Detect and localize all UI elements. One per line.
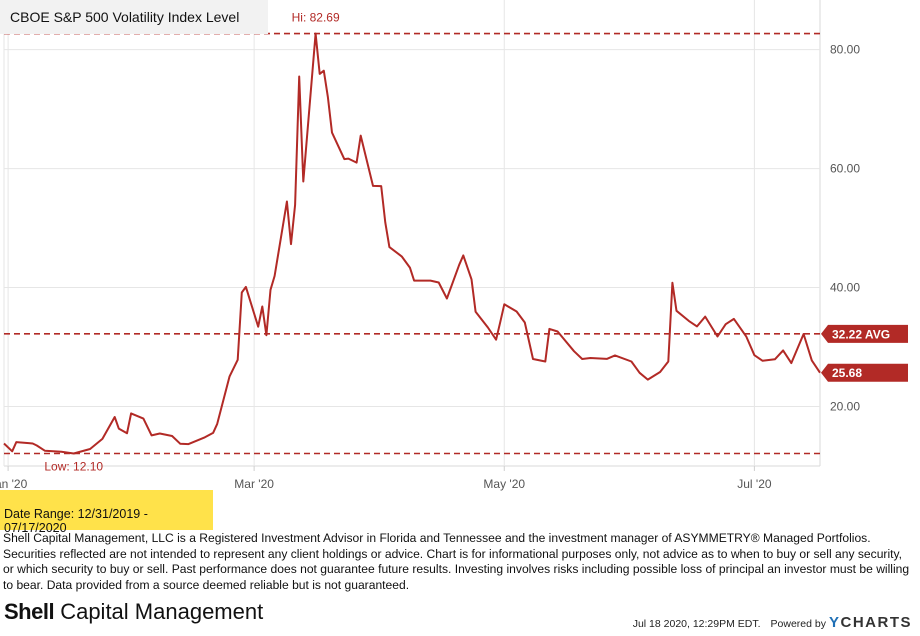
x-tick-label: Mar '20 <box>234 477 274 491</box>
footer-attribution: Jul 18 2020, 12:29PM EDT. Powered by YCHAR… <box>633 614 912 631</box>
brand-bold: Shell <box>4 599 55 624</box>
reference-lines <box>4 32 820 455</box>
ycharts-logo-y: Y <box>828 614 841 631</box>
x-tick-label: Jan '20 <box>0 477 28 491</box>
average-flag: 32.22 AVG <box>821 324 908 343</box>
last-value-flag-text: 25.68 <box>832 366 862 380</box>
average-flag-text: 32.22 AVG <box>832 327 890 341</box>
date-range-label: Date Range: 12/31/2019 - 07/17/2020 <box>0 490 213 535</box>
y-tick-label: 40.00 <box>830 281 860 295</box>
timestamp: Jul 18 2020, 12:29PM EDT. <box>632 618 761 630</box>
vix-line-chart: Jan '20 Mar '20 May '20 Jul '20 20.00 40.00 6… <box>0 0 908 491</box>
y-axis: 20.00 40.00 60.00 80.00 <box>830 43 860 414</box>
brand-rest: Capital Management <box>60 599 264 624</box>
ycharts-logo-text: CHARTS <box>840 614 912 631</box>
x-axis: Jan '20 Mar '20 May '20 Jul '20 <box>0 466 772 491</box>
x-tick-label: May '20 <box>483 477 525 491</box>
y-tick-label: 20.00 <box>830 400 860 414</box>
chart-title: CBOE S&P 500 Volatility Index Level <box>0 0 268 34</box>
x-tick-label: Jul '20 <box>737 477 772 491</box>
ycharts-logo[interactable]: YCHARTS <box>829 614 912 631</box>
high-label: Hi: 82.69 <box>292 11 340 25</box>
vix-series-line <box>3 32 821 455</box>
annotations: Hi: 82.69 Low: 12.10 32.22 AVG 25.68 <box>44 11 908 474</box>
last-value-flag-tag <box>821 363 908 382</box>
powered-by-label: Powered by <box>770 618 826 630</box>
low-label: Low: 12.10 <box>44 460 103 474</box>
chart-grid <box>3 0 821 467</box>
disclaimer-text: Shell Capital Management, LLC is a Regis… <box>3 531 910 592</box>
y-tick-label: 60.00 <box>830 162 860 176</box>
company-logo: Shell Capital Management <box>4 599 263 625</box>
last-value-flag: 25.68 <box>821 363 908 382</box>
y-tick-label: 80.00 <box>830 43 860 57</box>
average-flag-tag <box>821 324 908 343</box>
series-layer <box>3 32 821 455</box>
